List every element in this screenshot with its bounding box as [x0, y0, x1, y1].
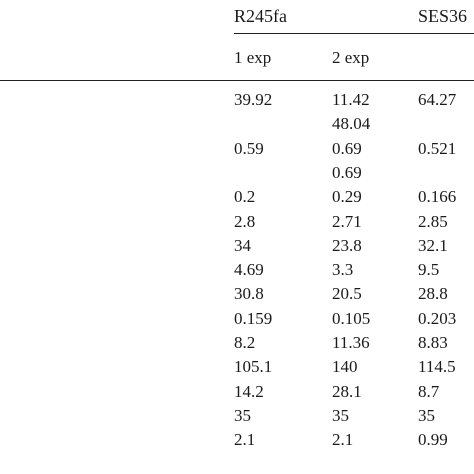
value-r245fa-2exp: 0.105 [332, 308, 371, 328]
value-r245fa-2exp: 20.5 [332, 284, 362, 304]
value-r245fa-2exp: 2.71 [332, 211, 362, 231]
value-ses36: 8.83 [418, 333, 448, 352]
value-r245fa-1exp: 35 [234, 405, 251, 425]
table-row: Condensing pressure (bar)2.12.10.99 [0, 430, 474, 454]
value-r245fa-1exp: 2.1 [234, 430, 256, 450]
value-r245fa-1exp: 8.2 [234, 333, 256, 352]
value-r245fa-2exp: 140 [332, 357, 358, 377]
value-r245fa-1exp: 39.92 [234, 90, 273, 109]
group-header-ses36: SES36 [418, 6, 468, 26]
value-ses36: 114.5 [418, 357, 456, 377]
value-r245fa-2exp: 28.1 [332, 381, 362, 401]
value-ses36: 0.203 [418, 308, 457, 328]
table-row: Thermal efficiency8.211.368.83 [0, 333, 474, 357]
value-r245fa-1exp: 2.8 [234, 211, 256, 231]
value-ses36: 9.5 [418, 260, 440, 280]
value-r245fa-2exp: 2.1 [332, 430, 354, 450]
value-ses36: 28.8 [418, 284, 448, 304]
value-r245fa-2exp: 0.29 [332, 187, 362, 207]
value-r245fa-2exp: 23.8 [332, 235, 362, 255]
value-r245fa-2exp: 11.36 [332, 333, 370, 352]
table-row: Recuperator thermal power (kW)4.693.39.5 [0, 260, 474, 284]
table-row: Expander isentropic efficiency0.590.690.… [0, 139, 474, 163]
header-rule [0, 80, 474, 81]
value-r245fa-2exp: 11.42 [332, 90, 370, 109]
value-ses36: 64.27 [418, 90, 457, 109]
value-r245fa-1exp: 34 [234, 235, 251, 255]
table-row: Condenser thermal power (kW)30.820.528.8 [0, 284, 474, 308]
value-r245fa-2exp: 3.3 [332, 260, 354, 280]
value-r245fa-2exp: 35 [332, 405, 349, 425]
table-row: Expander swept volume (cm3)48.04 [0, 114, 474, 138]
subheader-2-exp: 2 exp [332, 48, 370, 67]
value-ses36: 0.166 [418, 187, 457, 207]
subheader-1-exp: 1 exp [234, 48, 272, 67]
value-r245fa-2exp: 48.04 [332, 114, 371, 134]
value-r245fa-1exp: 105.1 [234, 357, 273, 377]
group-rule-r245fa [234, 33, 420, 34]
value-r245fa-1exp: 30.8 [234, 284, 264, 304]
value-r245fa-2exp: 0.69 [332, 138, 362, 158]
table-row: Evaporating temperature (°C)105.1140114.… [0, 357, 474, 381]
table-row: Pump consumption (kW)0.20.290.166 [0, 187, 474, 211]
value-r245fa-2exp: 0.69 [332, 162, 362, 182]
group-rule-ses36 [418, 33, 474, 34]
value-ses36: 2.85 [418, 211, 448, 231]
value-ses36: 32.1 [418, 235, 448, 255]
table-row: Net power (kW)2.82.712.85 [0, 212, 474, 236]
value-r245fa-1exp: 0.59 [234, 138, 264, 158]
value-ses36: 35 [418, 405, 435, 425]
table-row: Expander isentropic efficiency0.69 [0, 163, 474, 187]
value-ses36: 0.99 [418, 430, 448, 450]
value-r245fa-1exp: 14.2 [234, 381, 264, 401]
value-r245fa-1exp: 0.159 [234, 308, 273, 328]
value-r245fa-1exp: 0.2 [234, 187, 256, 207]
value-r245fa-1exp: 4.69 [234, 260, 264, 280]
table-row: Evaporating pressure (bar)14.228.18.7 [0, 382, 474, 406]
value-ses36: 0.521 [418, 138, 457, 158]
table-row: Expander swept volume (cm3)39.9211.4264.… [0, 90, 474, 114]
group-header-r245fa: R245fa [234, 6, 287, 26]
value-ses36: 8.7 [418, 381, 440, 401]
